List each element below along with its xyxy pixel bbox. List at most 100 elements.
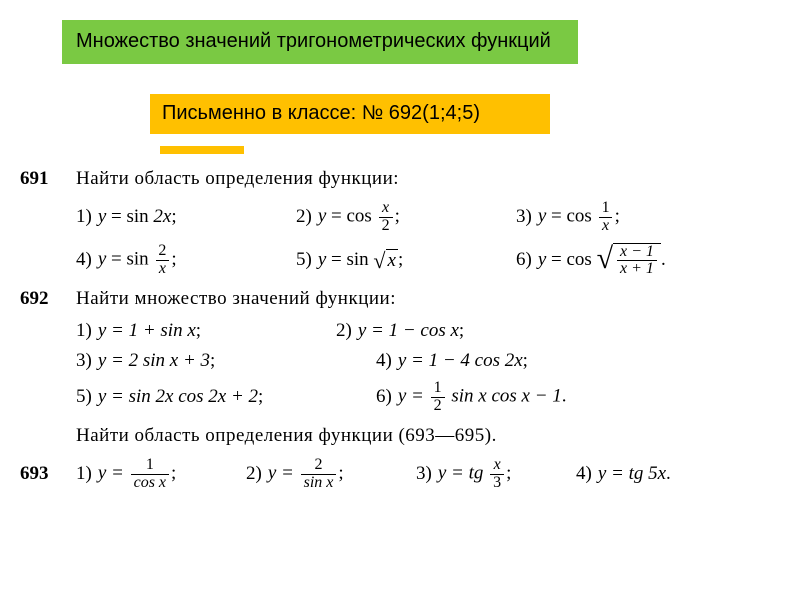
expr-text: y = 1 + sin x bbox=[98, 320, 196, 341]
fraction: x3 bbox=[490, 457, 504, 492]
fn: sin bbox=[126, 206, 148, 227]
numerator: 2 bbox=[155, 243, 169, 260]
item-691-4: 4) y = sin 2 x ; bbox=[76, 243, 296, 278]
arg: 2x bbox=[153, 206, 171, 227]
item-label: 5) bbox=[296, 249, 312, 271]
item-expr: y = 2sin x; bbox=[268, 457, 344, 492]
eq: = bbox=[551, 249, 562, 270]
denominator: 3 bbox=[490, 474, 504, 492]
eq: = bbox=[111, 206, 122, 227]
item-691-2: 2) y = cos x 2 ; bbox=[296, 200, 516, 235]
post: sin x cos x − 1 bbox=[447, 386, 562, 407]
sqrt: √x bbox=[373, 249, 398, 272]
item-expr: y = 1 − cos x; bbox=[358, 320, 464, 342]
problem-691-header: 691 Найти область определения функции: bbox=[20, 168, 800, 190]
sep: . bbox=[661, 249, 666, 270]
fn: sin bbox=[346, 249, 368, 270]
fn: sin bbox=[126, 249, 148, 270]
var: y bbox=[98, 249, 106, 270]
expr-text: y = sin 2x cos 2x + 2 bbox=[98, 386, 258, 407]
item-label: 2) bbox=[296, 206, 312, 228]
item-expr: y = cos 1 x ; bbox=[538, 200, 620, 235]
sep: ; bbox=[615, 206, 620, 227]
problem-number: 693 bbox=[20, 463, 76, 485]
item-expr: y = sin √x; bbox=[318, 249, 403, 272]
item-expr: y = 1cos x; bbox=[98, 457, 176, 492]
problem-692-header: 692 Найти множество значений функции: bbox=[20, 288, 800, 310]
sep: ; bbox=[395, 206, 400, 227]
item-692-2: 2) y = 1 − cos x; bbox=[336, 320, 596, 342]
denominator: x bbox=[156, 260, 169, 278]
item-692-1: 1) y = 1 + sin x; bbox=[76, 320, 336, 342]
sep: ; bbox=[459, 320, 464, 341]
problem-692-items: 1) y = 1 + sin x; 2) y = 1 − cos x; 3) y… bbox=[76, 316, 800, 419]
sep: ; bbox=[398, 249, 403, 270]
item-label: 3) bbox=[416, 463, 432, 485]
item-expr: y = cos x 2 ; bbox=[318, 200, 400, 235]
sep: ; bbox=[171, 206, 176, 227]
item-label: 3) bbox=[516, 206, 532, 228]
item-label: 5) bbox=[76, 386, 92, 408]
denominator: x + 1 bbox=[617, 260, 657, 278]
item-expr: y = 1 − 4 cos 2x; bbox=[398, 350, 528, 372]
pre: y = bbox=[98, 462, 129, 483]
fn: cos bbox=[566, 206, 591, 227]
numerator: x − 1 bbox=[617, 244, 657, 261]
problem-693-row: 693 1) y = 1cos x; 2) y = 2sin x; 3) y =… bbox=[20, 453, 800, 496]
problem-number: 692 bbox=[20, 288, 76, 310]
item-label: 1) bbox=[76, 463, 92, 485]
fraction: 1cos x bbox=[131, 457, 169, 492]
eq: = bbox=[331, 249, 342, 270]
item-692-6: 6) y = 12 sin x cos x − 1. bbox=[376, 380, 676, 415]
fraction: x 2 bbox=[379, 200, 393, 235]
fraction: 12 bbox=[431, 380, 445, 415]
problem-692-note: Найти область определения функции (693—6… bbox=[76, 425, 800, 447]
item-label: 4) bbox=[576, 463, 592, 485]
item-692-5: 5) y = sin 2x cos 2x + 2; bbox=[76, 386, 376, 408]
sep: ; bbox=[196, 320, 201, 341]
item-693-2: 2) y = 2sin x; bbox=[246, 457, 416, 492]
denominator: cos x bbox=[131, 474, 169, 492]
var: y bbox=[538, 206, 546, 227]
numerator: x bbox=[379, 200, 392, 217]
sep: . bbox=[666, 463, 671, 484]
item-label: 2) bbox=[246, 463, 262, 485]
sep: ; bbox=[506, 462, 511, 483]
item-691-1: 1) y = sin 2x; bbox=[76, 206, 296, 228]
item-expr: y = tg 5x. bbox=[598, 463, 671, 485]
item-expr: y = sin 2x cos 2x + 2; bbox=[98, 386, 263, 408]
denominator: 2 bbox=[431, 397, 445, 415]
item-expr: y = 2 sin x + 3; bbox=[98, 350, 215, 372]
pre: y = bbox=[268, 462, 299, 483]
fn: cos bbox=[566, 249, 591, 270]
subtitle-banner: Письменно в классе: № 692(1;4;5) bbox=[150, 94, 550, 134]
eq: = bbox=[551, 206, 562, 227]
item-label: 3) bbox=[76, 350, 92, 372]
sep: ; bbox=[523, 350, 528, 371]
item-label: 4) bbox=[376, 350, 392, 372]
sep: ; bbox=[171, 249, 176, 270]
item-expr: y = sin 2x; bbox=[98, 206, 177, 228]
pre: y = tg bbox=[438, 462, 488, 483]
item-693-1: 1) y = 1cos x; bbox=[76, 457, 246, 492]
item-expr: y = sin 2 x ; bbox=[98, 243, 177, 278]
item-label: 4) bbox=[76, 249, 92, 271]
problem-text: Найти множество значений функции: bbox=[76, 288, 396, 310]
sep: ; bbox=[171, 462, 176, 483]
expr-text: y = 2 sin x + 3 bbox=[98, 350, 210, 371]
item-693-4: 4) y = tg 5x. bbox=[576, 463, 736, 485]
sep: ; bbox=[338, 462, 343, 483]
fraction: 2 x bbox=[155, 243, 169, 278]
title-banner: Множество значений тригонометрических фу… bbox=[62, 20, 578, 64]
fn: cos bbox=[346, 206, 371, 227]
expr-text: y = tg 5x bbox=[598, 463, 666, 484]
item-expr: y = 12 sin x cos x − 1. bbox=[398, 380, 567, 415]
problem-number: 691 bbox=[20, 168, 76, 190]
decor-bar bbox=[160, 146, 244, 154]
eq: = bbox=[331, 206, 342, 227]
item-693-3: 3) y = tg x3; bbox=[416, 457, 576, 492]
sqrt-arg: x bbox=[388, 250, 396, 272]
numerator: 1 bbox=[143, 457, 157, 474]
item-691-6: 6) y = cos √ x − 1 x + 1 . bbox=[516, 243, 756, 279]
title-text: Множество значений тригонометрических фу… bbox=[76, 30, 551, 52]
